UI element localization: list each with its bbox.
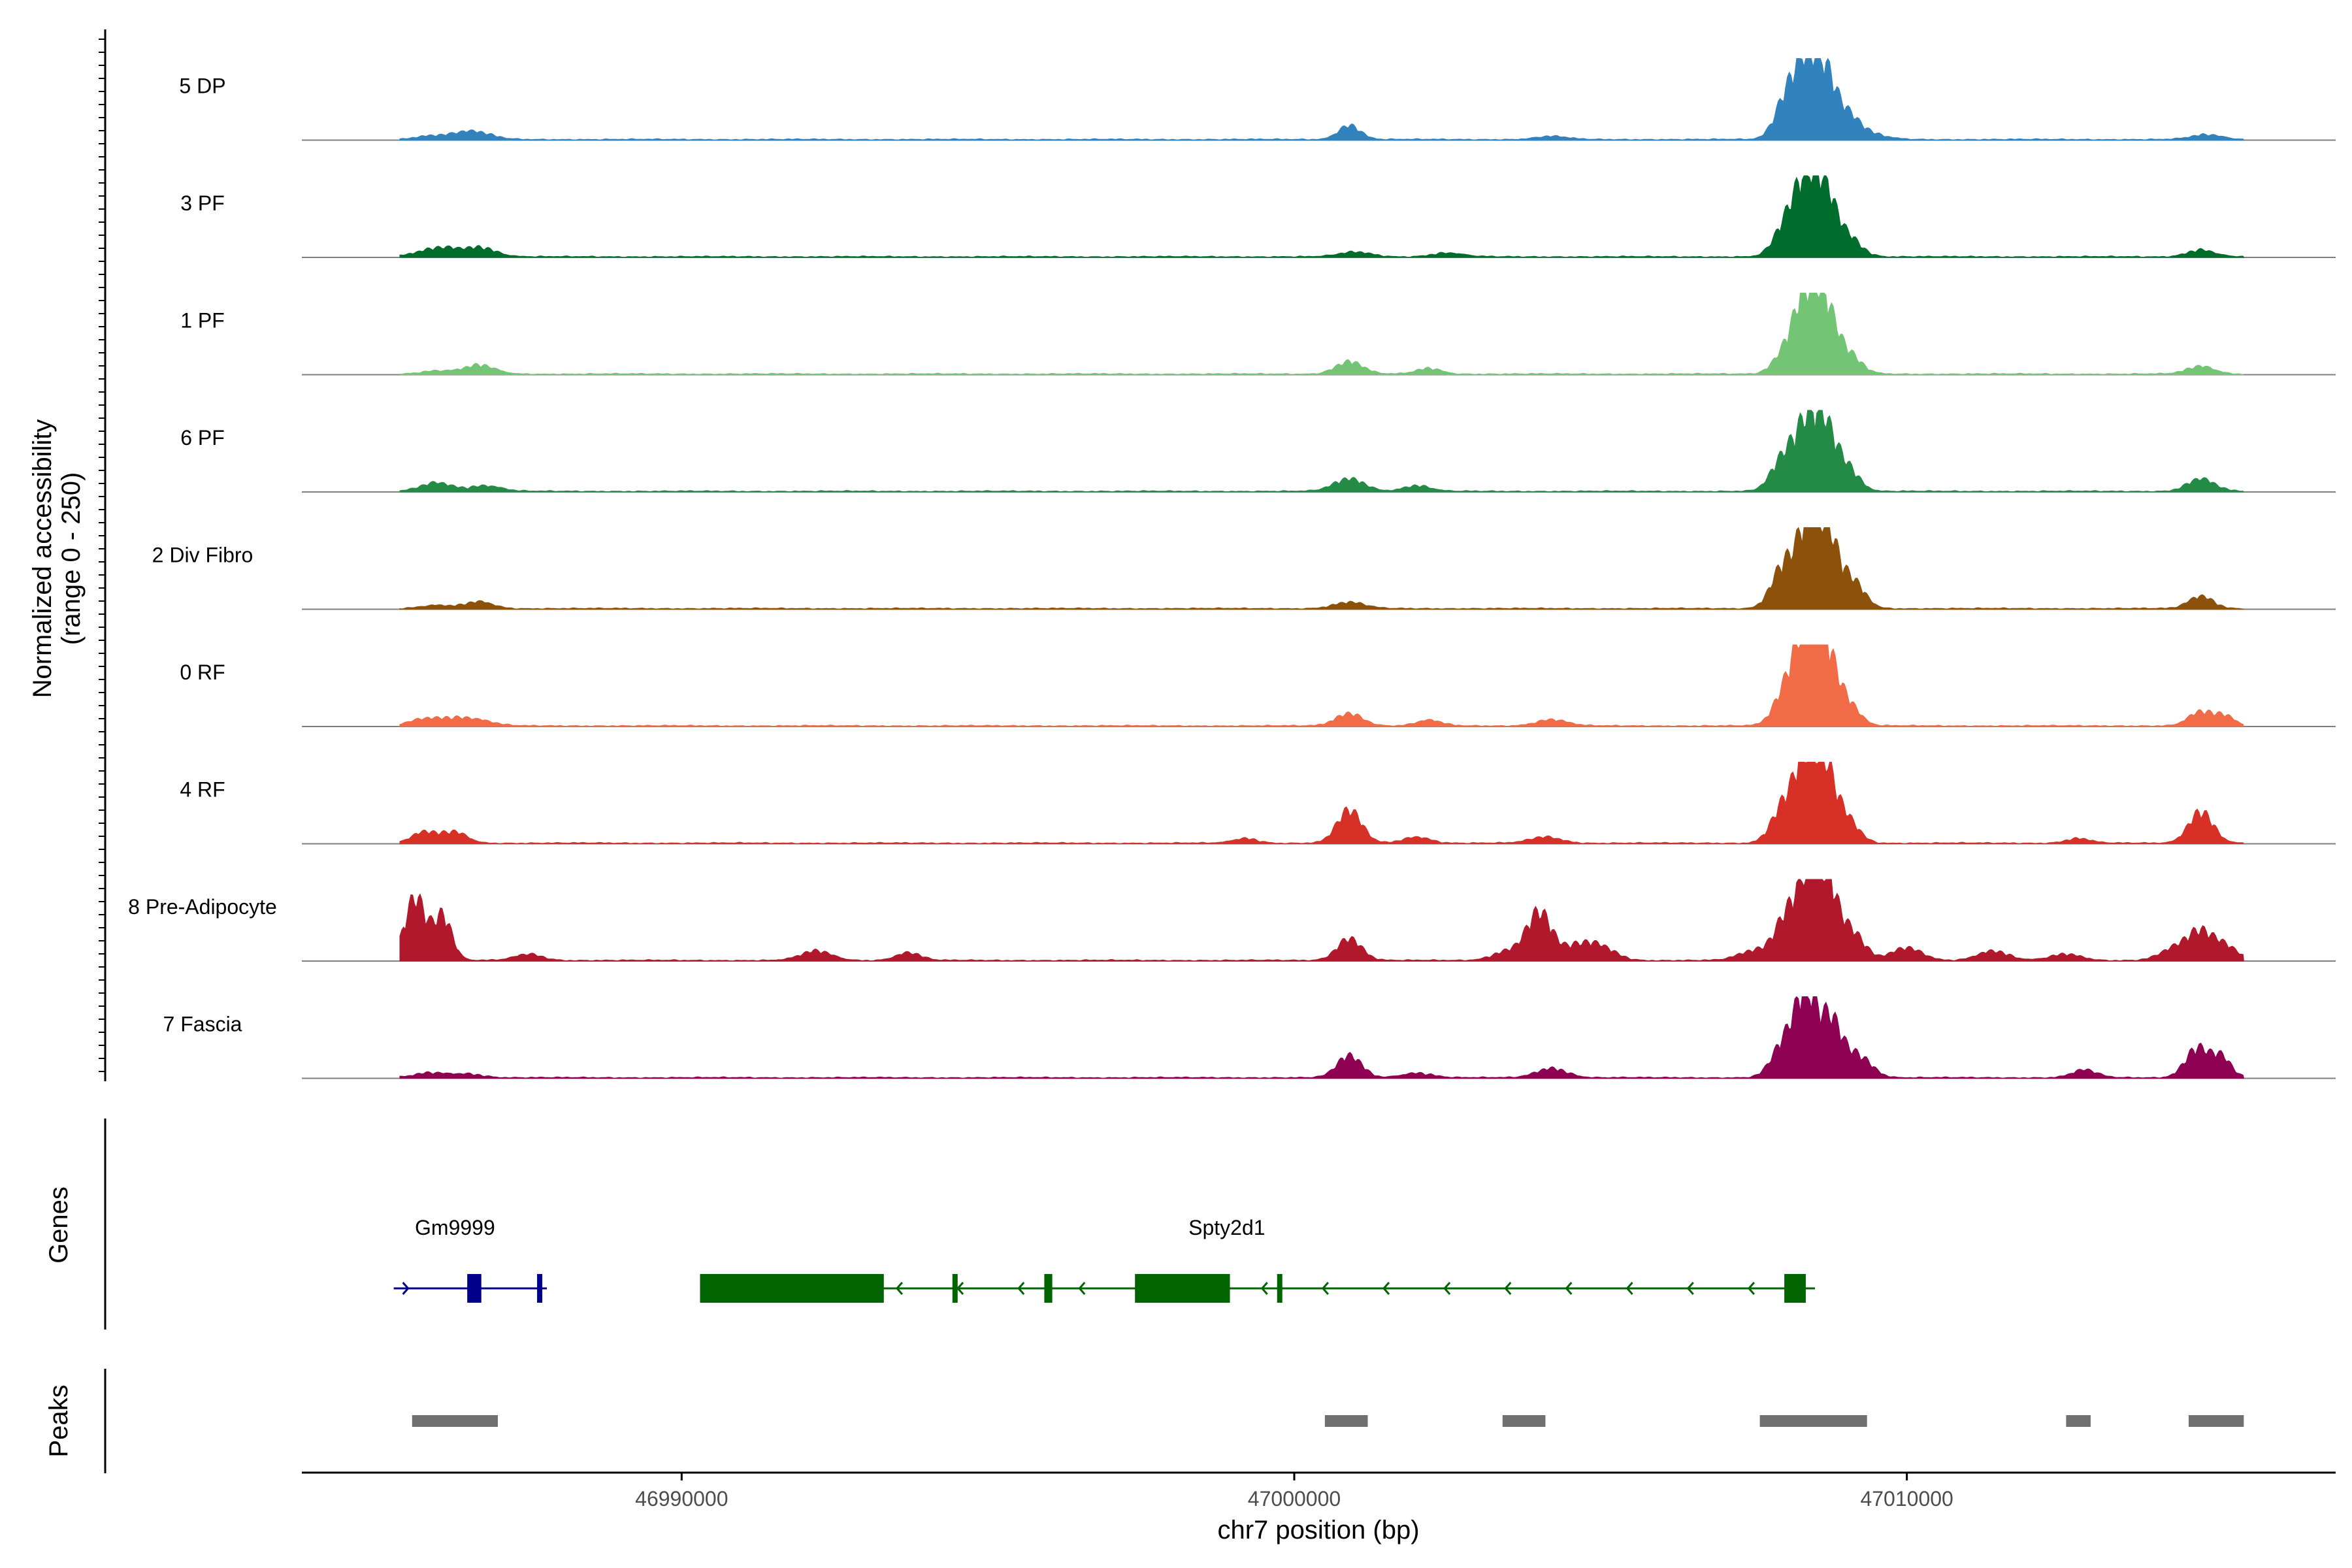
strand-arrow <box>402 1282 410 1295</box>
gene-label: Gm9999 <box>415 1216 495 1239</box>
track-4-rf: 4 RF <box>180 762 2336 845</box>
gene-exon <box>537 1274 543 1303</box>
strand-arrow <box>1747 1282 1755 1295</box>
coverage-area <box>399 996 2245 1079</box>
track-label: 7 Fascia <box>163 1013 242 1036</box>
axes-layer <box>99 29 2336 1474</box>
coverage-area <box>399 527 2244 610</box>
track-label: 5 DP <box>179 74 225 98</box>
x-ticks: 46990000 47000000 47010000 <box>635 1473 1953 1511</box>
genes-track: Genes Gm9999 Spty2d1 <box>44 1186 1815 1303</box>
y-minor-ticks <box>99 39 105 1072</box>
peak-region <box>1502 1415 1546 1427</box>
gene-exon <box>1044 1274 1053 1303</box>
gene-exon <box>700 1274 884 1303</box>
x-tick-label: 47010000 <box>1860 1487 1953 1511</box>
gene-exon <box>952 1274 958 1303</box>
track-8-pre-adipocyte: 8 Pre-Adipocyte <box>128 879 2336 962</box>
track-1-pf: 1 PF <box>180 293 2336 376</box>
strand-arrow <box>1017 1282 1025 1295</box>
coverage-area <box>399 762 2245 844</box>
gene-exon <box>1784 1274 1806 1303</box>
peak-region <box>412 1415 498 1427</box>
track-label: 4 RF <box>180 778 225 802</box>
track-label: 2 Div Fibro <box>152 544 253 567</box>
track-6-pf: 6 PF <box>180 410 2336 493</box>
coverage-area <box>399 879 2244 962</box>
track-7-fascia: 7 Fascia <box>163 996 2336 1079</box>
peak-region <box>1759 1415 1867 1427</box>
coverage-area <box>399 644 2245 727</box>
peak-region <box>2188 1415 2244 1427</box>
track-label: 0 RF <box>180 661 225 684</box>
strand-arrow <box>1565 1282 1573 1295</box>
strand-arrow <box>1078 1282 1086 1295</box>
gene-exon <box>1135 1274 1230 1303</box>
peaks-track: Peaks <box>44 1384 2244 1458</box>
track-label: 8 Pre-Adipocyte <box>128 895 277 919</box>
strand-arrow <box>956 1282 964 1295</box>
strand-arrow <box>1686 1282 1694 1295</box>
strand-arrow <box>1625 1282 1633 1295</box>
track-5-dp: 5 DP <box>179 57 2336 141</box>
gene-exon <box>467 1274 482 1303</box>
strand-arrow <box>1260 1282 1268 1295</box>
gene-exon <box>1277 1274 1282 1303</box>
track-2-div-fibro: 2 Div Fibro <box>152 527 2336 610</box>
coverage-area <box>399 57 2245 141</box>
coverage-area <box>399 175 2245 258</box>
peaks-track-title: Peaks <box>44 1384 73 1457</box>
gene-gm9999: Gm9999 <box>393 1216 547 1303</box>
peak-region <box>2066 1415 2091 1427</box>
track-label: 3 PF <box>180 191 225 215</box>
genes-track-title: Genes <box>44 1186 73 1264</box>
gene-spty2d1: Spty2d1 <box>700 1216 1815 1303</box>
y-axis-title: Normalized accessibility <box>28 419 57 698</box>
peak-region <box>1324 1415 1368 1427</box>
x-tick-label: 46990000 <box>635 1487 728 1511</box>
strand-arrow <box>1382 1282 1390 1295</box>
strand-arrow <box>1443 1282 1451 1295</box>
strand-arrow <box>1321 1282 1329 1295</box>
x-axis-title: chr7 position (bp) <box>1217 1516 1419 1544</box>
coverage-area <box>399 410 2245 493</box>
x-tick-label: 47000000 <box>1248 1487 1341 1511</box>
track-0-rf: 0 RF <box>180 644 2336 727</box>
track-label: 6 PF <box>180 426 225 449</box>
y-axis-range: (range 0 - 250) <box>57 472 86 645</box>
strand-arrow <box>1504 1282 1512 1295</box>
coverage-area <box>399 293 2244 375</box>
tracks-layer: 5 DP 3 PF 1 PF 6 PF 2 Div Fibro 0 RF 4 RF 8 Pre… <box>128 57 2336 1079</box>
gene-label: Spty2d1 <box>1188 1216 1265 1239</box>
track-3-pf: 3 PF <box>180 175 2336 258</box>
track-label: 1 PF <box>180 309 225 333</box>
strand-arrow <box>895 1282 904 1295</box>
